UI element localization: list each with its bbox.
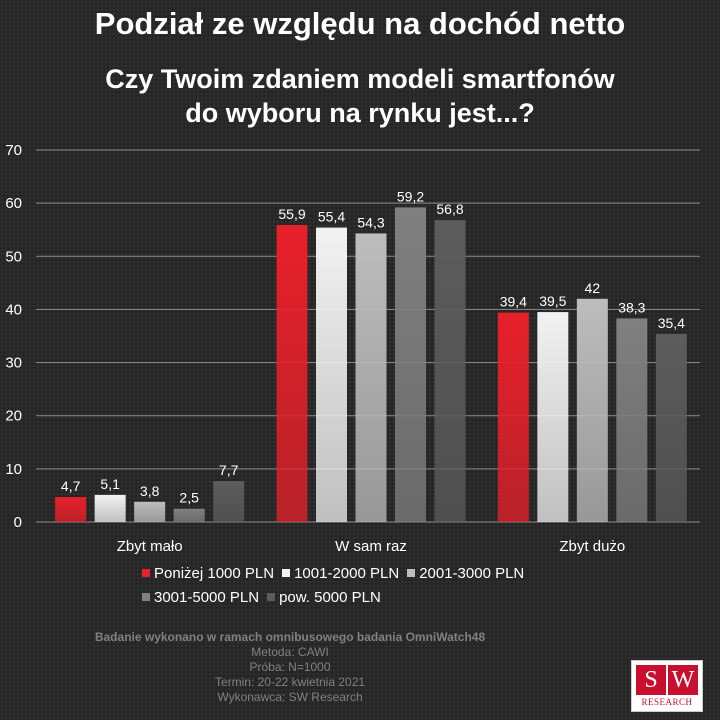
bar [497, 312, 529, 522]
y-tick-label: 20 [5, 408, 22, 425]
data-label: 42 [585, 280, 601, 296]
logo-name: RESEARCH [641, 697, 693, 707]
legend-label: Poniżej 1000 PLN [154, 564, 275, 582]
legend-swatch [267, 593, 276, 601]
bar [434, 220, 466, 523]
data-label: 2,5 [179, 490, 199, 506]
legend-item: 1001-2000 PLN [282, 563, 399, 583]
bar [395, 207, 426, 522]
y-tick-label: 70 [5, 142, 22, 159]
legend-label: 2001-3000 PLN [419, 564, 525, 582]
logo-letter-s: S [636, 665, 666, 695]
bar [94, 494, 126, 522]
bar [355, 233, 387, 523]
bar [576, 298, 608, 522]
data-label: 5,1 [100, 476, 120, 492]
subtitle-line-2: do wyboru na rynku jest...? [185, 98, 535, 128]
y-tick-label: 60 [5, 195, 22, 212]
legend-label: 1001-2000 PLN [294, 564, 400, 582]
bar [134, 501, 166, 522]
data-label: 7,7 [219, 462, 239, 478]
y-tick-label: 50 [5, 248, 22, 265]
bar [537, 312, 569, 522]
data-label: 38,3 [618, 299, 645, 315]
data-label: 54,3 [357, 214, 384, 230]
legend-swatch [407, 569, 416, 577]
bar [316, 227, 347, 523]
x-tick-label: W sam raz [335, 538, 407, 555]
bar [173, 508, 205, 522]
legend-swatch [142, 569, 150, 577]
legend-item: 3001-5000 PLN [142, 587, 259, 607]
data-label: 55,9 [278, 206, 305, 222]
y-tick-label: 30 [5, 355, 22, 372]
y-tick-label: 0 [14, 514, 22, 531]
data-label: 39,4 [500, 294, 527, 310]
bar [616, 318, 648, 522]
legend-swatch [142, 593, 150, 601]
legend-label: pow. 5000 PLN [279, 588, 381, 606]
y-tick-label: 10 [5, 461, 22, 478]
footer-contractor: Wykonawca: SW Research [217, 690, 363, 704]
footer-method: Metoda: CAWI [251, 645, 329, 659]
subtitle-line-1: Czy Twoim zdaniem modeli smartfonów [105, 64, 615, 94]
data-label: 56,8 [436, 201, 463, 217]
x-tick-label: Zbyt dużo [559, 538, 625, 555]
data-label: 4,7 [61, 478, 81, 494]
legend-item: 2001-3000 PLN [407, 563, 524, 583]
bar [55, 497, 87, 522]
bar [655, 333, 687, 522]
legend-swatch [282, 569, 291, 577]
sw-research-logo: S W RESEARCH [631, 660, 703, 712]
x-tick-label: Zbyt mało [117, 538, 183, 555]
bar [213, 481, 245, 522]
logo-letter-w: W [668, 665, 698, 695]
bar [276, 224, 308, 522]
data-label: 39,5 [539, 293, 566, 309]
data-label: 55,4 [318, 209, 345, 225]
legend-item: pow. 5000 PLN [267, 587, 381, 607]
footer-date: Termin: 20-22 kwietnia 2021 [214, 675, 366, 689]
y-tick-label: 40 [5, 301, 22, 318]
data-label: 35,4 [658, 315, 685, 331]
legend-label: 3001-5000 PLN [154, 588, 260, 606]
footer-sample: Próba: N=1000 [249, 660, 331, 674]
bar-chart: 0 10 20 30 40 50 60 70 4,7 5,1 3,8 2,5 7,7 Zbyt mało 5… [5, 142, 700, 555]
footer-survey-note: Badanie wykonano w ramach omnibusowego b… [94, 630, 486, 644]
legend-item: Poniżej 1000 PLN [142, 563, 274, 583]
chart-title: Podział ze względu na dochód netto [94, 6, 626, 41]
data-label: 59,2 [397, 188, 424, 204]
data-label: 3,8 [140, 483, 160, 499]
chart-subtitle: Czy Twoim zdaniem modeli smartfonów do w… [0, 62, 720, 130]
chart-legend: Poniżej 1000 PLN 1001-2000 PLN 2001-3000 P… [142, 563, 602, 607]
footer: Badanie wykonano w ramach omnibusowego b… [0, 630, 580, 705]
